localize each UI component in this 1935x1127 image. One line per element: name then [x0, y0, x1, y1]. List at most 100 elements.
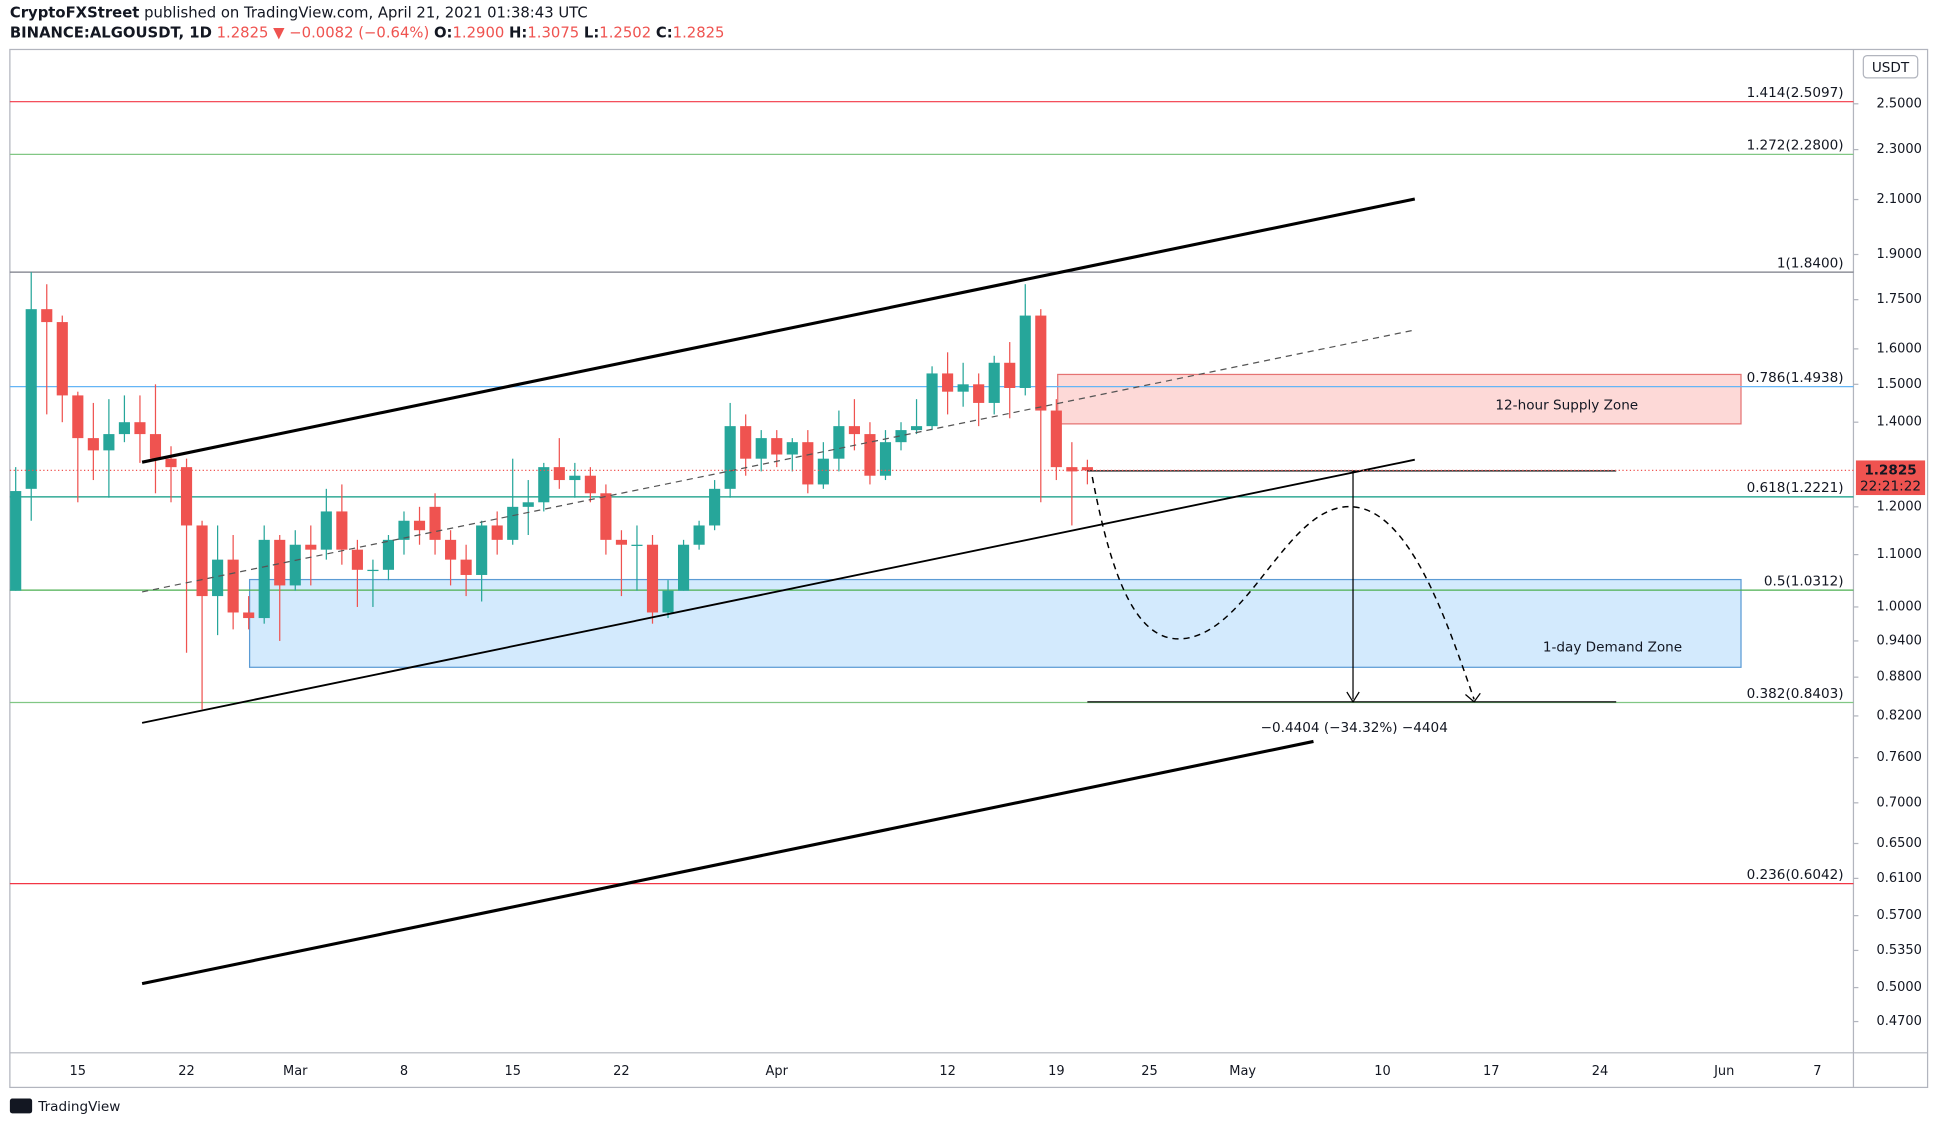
published: published on TradingView.com, April 21, … — [144, 5, 588, 22]
candle-body — [258, 539, 270, 619]
candle-body — [429, 506, 441, 540]
y-tick-label: 1.1000 — [1876, 547, 1921, 562]
header: CryptoFXStreet published on TradingView.… — [10, 5, 588, 22]
l-label: L: — [584, 24, 599, 41]
projected-arrow-head — [1465, 692, 1481, 703]
y-tick-label: 0.5350 — [1876, 943, 1921, 958]
y-tick-label: 1.7500 — [1876, 292, 1921, 307]
c-label: C: — [656, 24, 673, 41]
candle-body — [476, 525, 488, 575]
x-tick-label: 7 — [1813, 1064, 1821, 1079]
demand-zone-label: 1-day Demand Zone — [1543, 640, 1682, 656]
candle-body — [87, 438, 99, 451]
candle-body — [1050, 410, 1062, 468]
x-tick-label: 12 — [939, 1064, 956, 1079]
candle-body — [926, 373, 938, 427]
last: 1.2825 — [217, 24, 269, 41]
fib-label: 0.618(1.2221) — [1747, 480, 1844, 496]
y-tick-label: 0.5700 — [1876, 908, 1921, 923]
demand-zone — [248, 578, 1742, 668]
candle-body — [227, 559, 239, 613]
candle-body — [879, 442, 892, 476]
candle-body — [538, 467, 550, 503]
x-tick-label: Mar — [283, 1064, 308, 1079]
candle-body — [25, 309, 37, 489]
candle-body — [833, 426, 845, 459]
candle-body — [584, 475, 596, 494]
channel-lower — [141, 458, 1415, 724]
x-tick-label: May — [1229, 1064, 1256, 1079]
candle-body — [802, 442, 814, 485]
y-tick-label: 1.2000 — [1876, 499, 1921, 514]
last-price-label: 1.2825 — [1864, 462, 1916, 478]
fib-label: 0.786(1.4938) — [1747, 370, 1844, 386]
candle-body — [118, 422, 130, 435]
candle-body — [678, 544, 690, 591]
y-tick-label: 1.9000 — [1876, 247, 1921, 262]
y-tick-label: 1.5000 — [1876, 377, 1921, 392]
measure-label: −0.4404 (−34.32%) −4404 — [1261, 720, 1448, 736]
y-tick-label: 1.6000 — [1876, 341, 1921, 356]
candle-body — [569, 475, 581, 481]
candle-body — [646, 544, 659, 613]
footer-logo: TradingView — [9, 1098, 120, 1115]
h-value: 1.3075 — [527, 24, 579, 41]
y-tick-label: 1.0000 — [1876, 599, 1921, 614]
x-tick-label: Apr — [766, 1064, 789, 1079]
candle-body — [367, 569, 379, 572]
candle-body — [320, 511, 332, 550]
candle-body — [149, 434, 162, 459]
candle-body — [522, 502, 534, 507]
candle-body — [165, 458, 177, 468]
candle-body — [382, 539, 395, 570]
currency-box — [1862, 55, 1919, 79]
candle-body — [134, 422, 146, 435]
candle-body — [10, 491, 22, 591]
l-value: 1.2502 — [599, 24, 651, 41]
candle-body — [817, 458, 829, 485]
frame — [9, 48, 1929, 1089]
candle-body — [864, 434, 876, 476]
change: ▼ −0.0082 (−0.64%) — [273, 24, 429, 41]
x-tick-label: 19 — [1048, 1064, 1065, 1079]
candle-body — [600, 493, 612, 540]
candle-body — [973, 384, 985, 403]
candle-body — [243, 612, 255, 619]
y-tick-label: 2.3000 — [1876, 142, 1921, 157]
candle-body — [1019, 315, 1031, 388]
y-tick-label: 0.9400 — [1876, 633, 1921, 648]
candle-body — [305, 544, 317, 550]
candle-body — [631, 544, 643, 546]
candle-body — [274, 539, 286, 586]
candle-body — [942, 373, 954, 392]
x-tick-label: 24 — [1592, 1064, 1609, 1079]
candle-body — [662, 590, 674, 613]
channel-median — [141, 329, 1415, 593]
fib-label: 1(1.8400) — [1777, 255, 1844, 271]
fib-label: 0.382(0.8403) — [1747, 686, 1844, 702]
candle-body — [72, 395, 84, 439]
y-tick-label: 2.5000 — [1876, 96, 1921, 111]
supply-zone-label: 12-hour Supply Zone — [1495, 397, 1638, 413]
author: CryptoFXStreet — [10, 5, 139, 22]
x-tick-label: 22 — [178, 1064, 195, 1079]
candle-body — [507, 506, 519, 540]
x-tick-label: Jun — [1713, 1064, 1734, 1079]
candle-body — [41, 309, 53, 323]
candle-body — [413, 520, 426, 531]
o-value: 1.2900 — [452, 24, 504, 41]
y-tick-label: 0.7600 — [1876, 750, 1921, 765]
candle-body — [1066, 467, 1078, 472]
y-tick-label: 0.6500 — [1876, 836, 1921, 851]
fib-label: 1.414(2.5097) — [1747, 85, 1844, 101]
y-tick-label: 0.7000 — [1876, 795, 1921, 810]
candle-body — [693, 525, 705, 545]
channel-bottom — [141, 739, 1314, 986]
h-label: H: — [509, 24, 527, 41]
y-tick-label: 0.8200 — [1876, 708, 1921, 723]
countdown: 22:21:22 — [1860, 478, 1921, 494]
candle-body — [615, 539, 627, 545]
candle-body — [212, 559, 224, 597]
